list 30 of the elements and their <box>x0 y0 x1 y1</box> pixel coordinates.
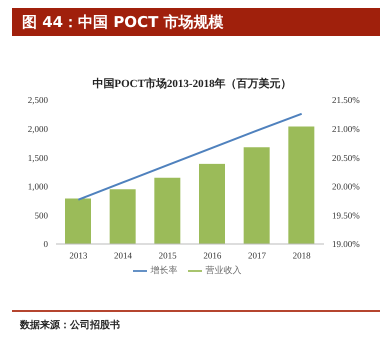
bar <box>244 147 270 244</box>
bar <box>65 198 91 244</box>
bar <box>199 164 225 244</box>
line-series <box>77 112 303 201</box>
y-tick-label: 500 <box>34 210 48 220</box>
bar <box>110 189 136 244</box>
y-tick-label: 2,000 <box>28 124 48 134</box>
x-tick-label: 2017 <box>248 250 266 260</box>
y-tick-label: 1,000 <box>28 182 48 192</box>
y2-tick-label: 20.50% <box>332 152 360 163</box>
chart-title: 图 44：中国 POCT 市场规模 <box>12 8 380 36</box>
chart-subtitle: 中国POCT市场2013-2018年（百万美元） <box>91 76 293 91</box>
y-tick-label: 0 <box>44 239 48 250</box>
legend-label: 增长率 <box>150 265 178 276</box>
y-tick-label: 2,500 <box>28 95 48 106</box>
x-tick-label: 2014 <box>114 250 132 260</box>
x-tick-label: 2015 <box>158 250 178 260</box>
y2-tick-label: 19.00% <box>332 239 360 250</box>
bar <box>288 126 314 244</box>
y-tick-label: 1,500 <box>28 152 48 163</box>
legend-label: 营业收入 <box>206 265 242 276</box>
x-tick-label: 2013 <box>69 250 88 260</box>
bar <box>154 178 180 244</box>
y2-tick-label: 19.50% <box>332 210 360 220</box>
source-note: 数据来源：公司招股书 <box>20 318 120 332</box>
x-tick-label: 2018 <box>292 250 312 260</box>
y2-tick-label: 20.00% <box>332 182 360 192</box>
x-tick-label: 2016 <box>203 250 222 260</box>
y2-tick-label: 21.00% <box>332 124 360 134</box>
y2-tick-label: 21.50% <box>332 95 360 106</box>
